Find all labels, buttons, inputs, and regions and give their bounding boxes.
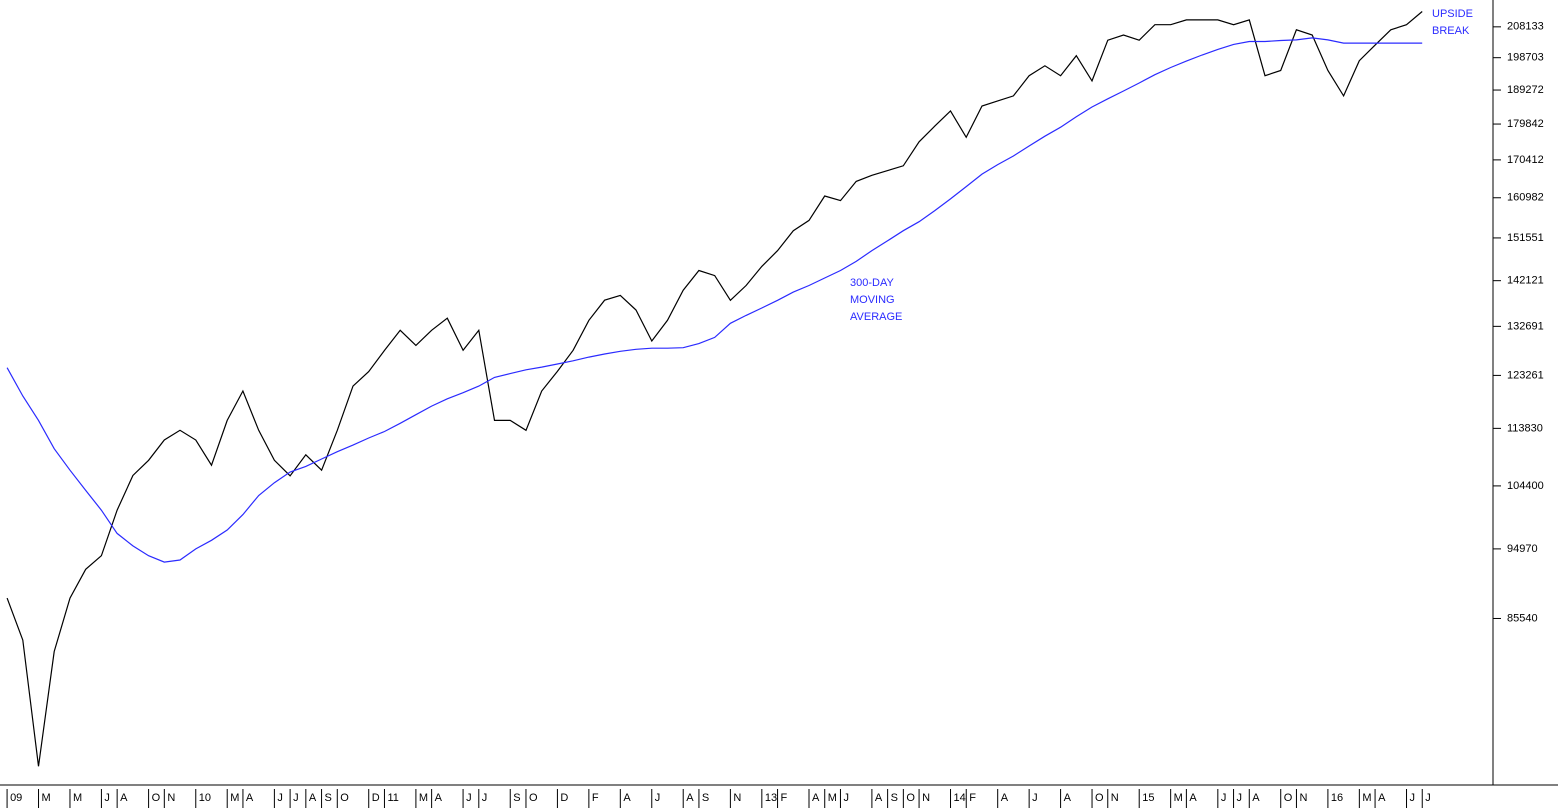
x-tick-label: O (1284, 792, 1293, 804)
x-tick-label: J (466, 792, 472, 804)
annotation: UPSIDE (1432, 8, 1473, 20)
x-tick-label: 11 (387, 792, 398, 804)
x-tick-label: O (1095, 792, 1104, 804)
annotation: MOVING (850, 294, 895, 306)
y-tick-label: 179842 (1507, 118, 1544, 130)
x-tick-label: A (309, 792, 317, 804)
y-tick-label: 198703 (1507, 52, 1544, 64)
x-tick-label: A (1064, 792, 1072, 804)
x-tick-label: M (1174, 792, 1183, 804)
y-tick-label: 132691 (1507, 320, 1544, 332)
x-tick-label: 14 (954, 792, 966, 804)
x-tick-label: S (325, 792, 332, 804)
x-tick-label: D (372, 792, 380, 804)
y-tick-label: 208133 (1507, 21, 1544, 33)
x-tick-label: N (167, 792, 175, 804)
x-tick-label: J (1032, 792, 1038, 804)
y-tick-label: 104400 (1507, 480, 1544, 492)
x-tick-label: N (922, 792, 930, 804)
y-tick-label: 94970 (1507, 543, 1538, 555)
x-tick-label: J (655, 792, 661, 804)
x-tick-label: N (733, 792, 741, 804)
x-tick-label: 13 (765, 792, 777, 804)
x-tick-label: J (104, 792, 110, 804)
x-tick-label: N (1111, 792, 1119, 804)
x-tick-label: J (293, 792, 299, 804)
x-tick-label: O (906, 792, 915, 804)
series-line (6, 37, 1423, 563)
x-tick-label: M (230, 792, 239, 804)
x-tick-label: 16 (1331, 792, 1343, 804)
annotation: BREAK (1432, 25, 1470, 37)
y-tick-label: 123261 (1507, 369, 1544, 381)
y-tick-label: 151551 (1507, 232, 1544, 244)
x-tick-label: M (419, 792, 428, 804)
y-tick-label: 189272 (1507, 84, 1544, 96)
x-tick-label: F (969, 792, 976, 804)
x-tick-label: O (340, 792, 349, 804)
x-tick-label: A (120, 792, 128, 804)
annotation: 300-DAY (850, 277, 894, 289)
y-tick-label: 170412 (1507, 154, 1544, 166)
x-tick-label: O (152, 792, 161, 804)
x-tick-label: M (42, 792, 51, 804)
y-tick-label: 142121 (1507, 275, 1544, 287)
x-tick-label: 15 (1142, 792, 1154, 804)
x-tick-label: S (891, 792, 898, 804)
x-tick-label: A (875, 792, 883, 804)
series-line (6, 11, 1423, 767)
x-tick-label: 10 (199, 792, 211, 804)
x-tick-label: N (1299, 792, 1307, 804)
annotation: AVERAGE (850, 311, 902, 323)
x-tick-label: J (482, 792, 488, 804)
x-tick-label: J (277, 792, 283, 804)
x-tick-label: A (246, 792, 254, 804)
y-tick-label: 85540 (1507, 612, 1538, 624)
x-tick-label: J (1425, 792, 1431, 804)
x-tick-label: M (828, 792, 837, 804)
x-tick-label: S (702, 792, 709, 804)
x-tick-label: A (1252, 792, 1260, 804)
x-tick-label: F (592, 792, 599, 804)
x-tick-label: A (435, 792, 443, 804)
x-tick-label: M (73, 792, 82, 804)
x-tick-label: M (1362, 792, 1371, 804)
x-tick-label: A (1001, 792, 1009, 804)
x-tick-label: A (623, 792, 631, 804)
x-tick-label: A (812, 792, 820, 804)
y-tick-label: 113830 (1507, 422, 1543, 434)
x-tick-label: O (529, 792, 538, 804)
x-tick-label: J (1410, 792, 1416, 804)
x-tick-label: J (1221, 792, 1227, 804)
x-tick-label: D (560, 792, 568, 804)
x-tick-label: J (843, 792, 849, 804)
x-tick-label: A (686, 792, 694, 804)
x-tick-label: A (1378, 792, 1386, 804)
x-tick-label: F (781, 792, 788, 804)
x-tick-label: A (1189, 792, 1197, 804)
x-tick-label: 09 (10, 792, 22, 804)
x-tick-label: S (513, 792, 520, 804)
y-tick-label: 160982 (1507, 192, 1544, 204)
x-tick-label: J (1237, 792, 1243, 804)
